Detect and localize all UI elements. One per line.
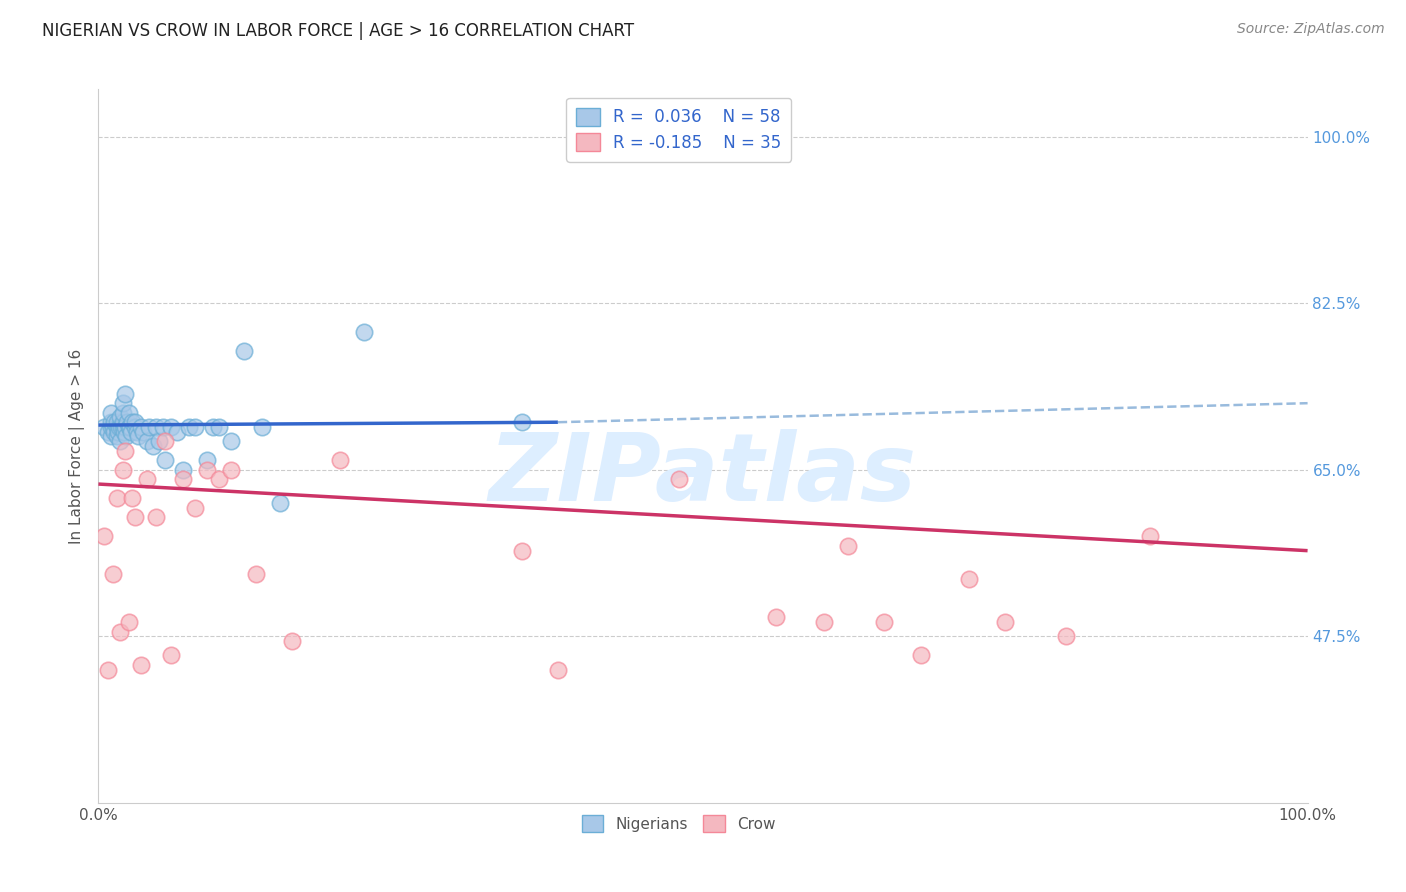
Point: [269, 496, 291, 510]
Point: [114, 443, 136, 458]
Point: [160, 420, 183, 434]
Point: [100, 415, 122, 429]
Point: [172, 472, 194, 486]
Point: [117, 415, 139, 429]
Point: [101, 420, 124, 434]
Point: [765, 610, 787, 624]
Point: [115, 429, 138, 443]
Point: [121, 415, 143, 429]
Point: [93, 420, 115, 434]
Point: [93, 529, 115, 543]
Point: [142, 439, 165, 453]
Point: [111, 406, 134, 420]
Point: [114, 386, 136, 401]
Point: [510, 415, 533, 429]
Point: [132, 425, 155, 439]
Text: Source: ZipAtlas.com: Source: ZipAtlas.com: [1237, 22, 1385, 37]
Point: [108, 410, 131, 425]
Point: [172, 463, 194, 477]
Point: [510, 543, 533, 558]
Point: [668, 472, 690, 486]
Point: [110, 420, 132, 434]
Point: [111, 420, 134, 434]
Point: [105, 491, 128, 506]
Point: [148, 434, 170, 449]
Point: [127, 425, 149, 439]
Point: [153, 434, 176, 449]
Point: [118, 406, 141, 420]
Point: [221, 463, 243, 477]
Point: [145, 510, 167, 524]
Point: [135, 472, 157, 486]
Point: [138, 420, 160, 434]
Point: [179, 420, 201, 434]
Point: [108, 624, 131, 639]
Point: [97, 663, 120, 677]
Point: [152, 420, 174, 434]
Point: [910, 648, 932, 663]
Point: [221, 434, 243, 449]
Point: [208, 420, 231, 434]
Point: [232, 343, 254, 358]
Point: [114, 420, 136, 434]
Point: [100, 420, 122, 434]
Y-axis label: In Labor Force | Age > 16: In Labor Force | Age > 16: [69, 349, 84, 543]
Text: ZIPatlas: ZIPatlas: [489, 428, 917, 521]
Point: [103, 425, 125, 439]
Point: [208, 472, 231, 486]
Point: [100, 429, 122, 443]
Point: [873, 615, 896, 629]
Point: [184, 500, 207, 515]
Point: [118, 420, 141, 434]
Point: [105, 415, 128, 429]
Point: [124, 415, 146, 429]
Point: [129, 657, 152, 672]
Point: [353, 325, 375, 339]
Point: [105, 429, 128, 443]
Point: [160, 648, 183, 663]
Point: [107, 425, 129, 439]
Point: [994, 615, 1017, 629]
Legend: Nigerians, Crow: Nigerians, Crow: [576, 809, 782, 838]
Point: [105, 420, 128, 434]
Point: [195, 453, 218, 467]
Point: [329, 453, 352, 467]
Point: [837, 539, 859, 553]
Point: [281, 634, 304, 648]
Point: [108, 434, 131, 449]
Point: [118, 420, 141, 434]
Point: [124, 510, 146, 524]
Point: [124, 420, 146, 434]
Point: [245, 567, 267, 582]
Point: [121, 491, 143, 506]
Point: [1054, 629, 1077, 643]
Point: [153, 453, 176, 467]
Point: [957, 572, 980, 586]
Point: [100, 406, 122, 420]
Point: [129, 420, 152, 434]
Point: [127, 429, 149, 443]
Point: [101, 567, 124, 582]
Text: NIGERIAN VS CROW IN LABOR FORCE | AGE > 16 CORRELATION CHART: NIGERIAN VS CROW IN LABOR FORCE | AGE > …: [42, 22, 634, 40]
Point: [112, 425, 135, 439]
Point: [250, 420, 273, 434]
Point: [103, 415, 125, 429]
Point: [166, 425, 188, 439]
Point: [145, 420, 167, 434]
Point: [202, 420, 225, 434]
Point: [111, 396, 134, 410]
Point: [97, 425, 120, 439]
Point: [813, 615, 835, 629]
Point: [135, 434, 157, 449]
Point: [547, 663, 569, 677]
Point: [120, 425, 142, 439]
Point: [1139, 529, 1161, 543]
Point: [184, 420, 207, 434]
Point: [111, 415, 134, 429]
Point: [111, 463, 134, 477]
Point: [195, 463, 218, 477]
Point: [108, 420, 131, 434]
Point: [118, 615, 141, 629]
